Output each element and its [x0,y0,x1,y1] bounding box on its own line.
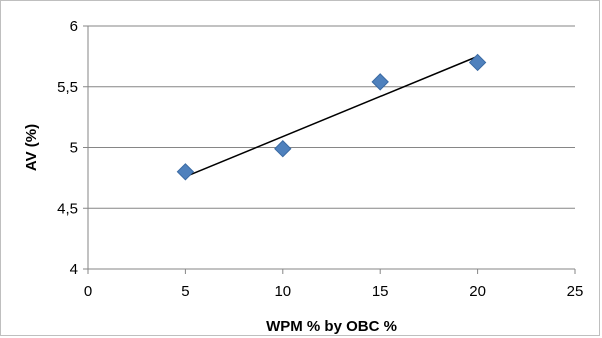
gridlines [88,25,575,209]
trendline-group [185,55,478,178]
y-tick-label: 4,5 [57,200,78,217]
x-axis-title: WPM % by OBC % [266,318,397,335]
y-axis-title: AV (%) [23,124,40,171]
x-axis-ticks: 0 5 10 15 20 25 [84,269,584,300]
x-tick-label: 10 [274,283,291,300]
y-tick-label: 5,5 [57,79,78,96]
x-tick-label: 25 [567,283,584,300]
data-point-marker [371,73,389,91]
data-points [176,53,487,181]
data-point-marker [176,163,195,181]
x-tick-label: 0 [84,283,92,300]
y-axis-ticks: 4 4,5 5 5,5 6 [57,18,88,278]
trendline [185,55,478,178]
y-tick-label: 4 [70,261,78,278]
data-point-marker [274,140,292,158]
data-point-marker [468,53,487,72]
x-tick-label: 20 [469,283,486,300]
y-tick-label: 6 [70,18,78,35]
y-tick-label: 5 [70,140,78,157]
x-tick-label: 15 [372,283,389,300]
x-tick-label: 5 [181,283,189,300]
